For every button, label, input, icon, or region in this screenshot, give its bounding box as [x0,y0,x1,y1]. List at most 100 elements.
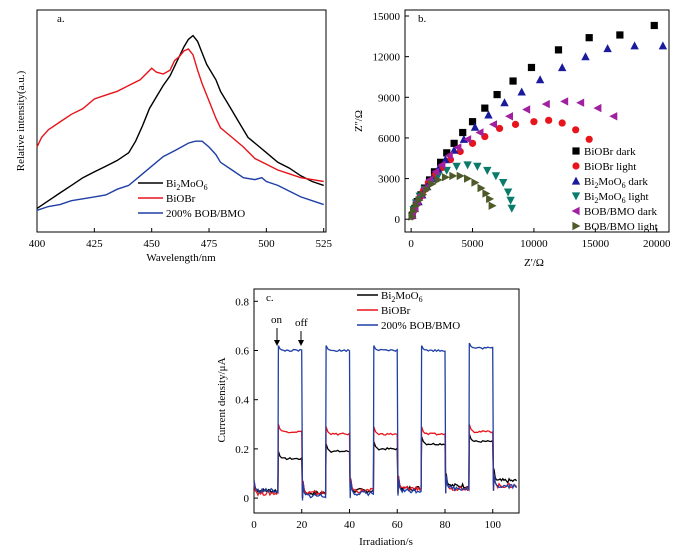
panel-b-point-biobr-light [545,116,553,124]
panel-a-frame [36,9,327,233]
panel-c-xtick-label: 20 [296,519,308,531]
panel-b-point-bi2moo6-dark [470,122,480,131]
panel-b-point-biobr-dark [443,149,451,157]
legend-b-bob-bmo-light: BOB/BMO light [584,221,658,233]
legend-c-bi2moo6: Bi2MoO6 [381,290,423,304]
panel-b-point-bi2moo6-dark [658,41,668,50]
panel-b-ytick-label: 0 [395,214,401,226]
panel-b-point-biobr-dark [527,63,536,72]
panel-b-point-bob-bmo-light [428,179,437,189]
panel-b-ticks: 0 5000 10000 15000 20000 0 3000 6000 9000 12000 15… [373,11,671,250]
legend-b-marker-bob-bmo-light [572,221,581,231]
panel-b-point-biobr-dark [509,77,517,85]
panel-b-point-bob-bmo-dark [541,99,550,109]
legend-b-marker-bi2moo6-dark [571,176,581,185]
panel-b-point-bob-bmo-light [415,196,424,205]
panel-b-point-bob-bmo-light [488,201,497,210]
panel-c-line-biobr [253,424,518,499]
panel-c-line-bi2moo6 [253,433,518,499]
panel-a-line-biobr [36,48,324,183]
panel-c-series [253,342,518,501]
panel-b-point-biobr-dark [468,118,477,126]
panel-b-point-bob-bmo-dark [609,112,618,121]
panel-b-point-biobr-light [572,126,580,134]
panel-b-xtick-label: 20000 [643,238,671,250]
panel-c-legend: Bi2MoO6 BiOBr 200% BOB/BMO [357,290,460,332]
panel-b-point-bi2moo6-dark [558,63,567,72]
panel-b-point-bob-bmo-dark [576,98,585,107]
panel-b-point-biobr-dark [459,128,467,137]
panel-b-point-biobr-light [495,124,504,133]
panel-b-point-bi2moo6-dark [459,134,469,143]
arrow-off-head-icon [298,340,304,346]
panel-b-point-biobr-light [558,119,566,127]
panel-b-point-bob-bmo-light [464,174,472,183]
panel-b-point-bob-bmo-dark [475,128,484,137]
panel-b-point-bob-bmo-light [410,206,418,216]
panel-c-label: c. [266,292,274,304]
panel-b-point-bi2moo6-dark [603,44,612,53]
legend-b-marker-bi2moo6-light [571,192,581,201]
panel-b-point-bob-bmo-dark [522,105,531,114]
panel-b-point-bob-bmo-light [423,185,432,194]
panel-b-point-bob-bmo-dark [593,103,602,113]
legend-a-bob-bmo: 200% BOB/BMO [166,208,245,220]
panel-a-y-label: Relative intensity(a.u.) [15,70,27,171]
panel-b-point-bob-bmo-light [419,190,428,199]
legend-b-marker-biobr-light [572,162,580,170]
panel-c-y-label: Current density/μA [216,357,228,442]
panel-a-xtick-label: 500 [258,238,275,250]
panel-c-ytick-label: 0.6 [235,345,249,357]
panel-c-frame [253,288,520,514]
panel-b-point-bi2moo6-dark [441,155,450,164]
panel-b-series [407,21,668,221]
panel-a-x-label: Wavelength/nm [146,252,216,264]
panel-a-line-bi2moo6 [36,34,324,209]
legend-b-bi2moo6-dark: Bi2MoO6 dark [584,176,648,190]
panel-b-point-bi2moo6-light [507,204,516,213]
annotation-on: on [271,314,283,326]
panel-a-x-ticks: 400 425 450 475 500 525 [29,228,332,250]
panel-b-point-bi2moo6-dark [484,110,493,119]
panel-b-x-label: Z'/Ω [524,257,544,269]
panel-b-point-bob-bmo-light [449,171,458,181]
panel-b-frame [404,9,670,233]
panel-b-point-biobr-dark [493,90,501,99]
legend-b-marker-biobr-dark [572,147,580,155]
panel-b-point-bi2moo6-light [442,166,451,175]
panel-b-point-bob-bmo-dark [444,151,453,160]
panel-b-point-bi2moo6-light [503,188,513,197]
panel-a-line-200-bob-bmo [36,140,324,211]
panel-b-xtick-label: 5000 [462,238,485,250]
panel-c-ytick-label: 0 [244,493,250,505]
panel-b-point-bob-bmo-light [434,175,443,185]
panel-b: b. 0 5000 10000 15000 20000 0 3000 6000 9000 1200… [353,9,671,269]
panel-b-point-bob-bmo-dark [505,112,513,121]
panel-b-point-bi2moo6-light [452,162,461,171]
panel-c-x-label: Irradiation/s [359,536,413,548]
legend-b-bob-bmo-dark: BOB/BMO dark [584,206,658,218]
panel-b-point-biobr-dark [650,21,658,30]
panel-b-label: b. [418,13,427,25]
panel-b-point-biobr-light [585,135,593,143]
panel-b-point-bi2moo6-dark [449,145,459,154]
panel-b-legend: BiOBr dark BiOBr light Bi2MoO6 dark Bi2M… [571,146,658,233]
panel-a-xtick-label: 450 [143,238,160,250]
panel-b-point-bob-bmo-light [471,178,480,187]
panel-b-ytick-label: 6000 [378,133,401,145]
panel-c-xtick-label: 60 [392,519,404,531]
panel-b-point-bob-bmo-dark [431,167,440,176]
panel-a-xtick-label: 525 [315,238,332,250]
panel-b-point-bob-bmo-dark [437,160,446,170]
panel-a-series [36,34,324,211]
panel-b-xtick-label: 15000 [582,238,610,250]
panel-b-point-bob-bmo-light [456,171,465,181]
panel-a-xtick-label: 400 [29,238,46,250]
panel-b-ytick-label: 3000 [378,174,401,186]
panel-a-xtick-label: 425 [86,238,103,250]
panel-b-point-bob-bmo-light [486,194,495,204]
panel-b-point-bi2moo6-dark [535,75,545,84]
panel-b-y-label: Z''/Ω [353,110,365,132]
panel-b-point-biobr-dark [616,31,624,39]
